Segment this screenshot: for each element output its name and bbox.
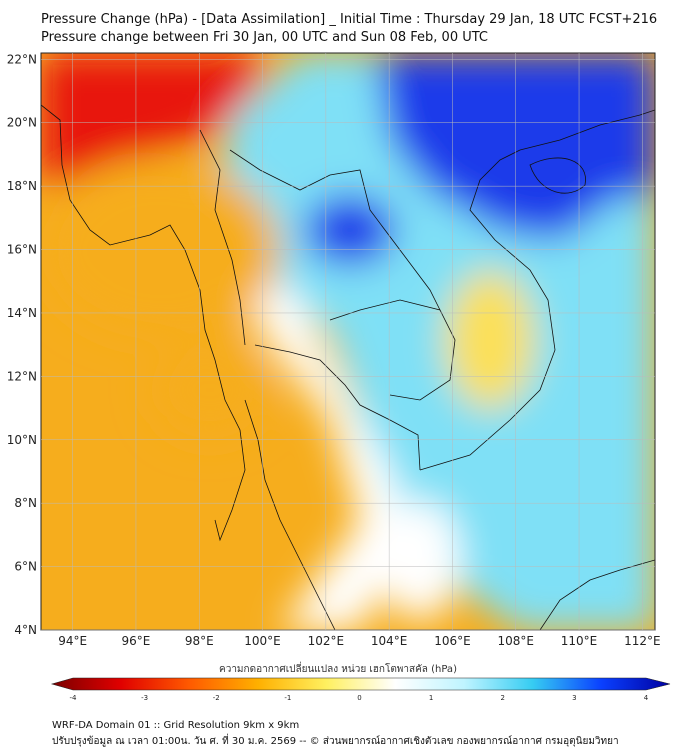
lon-tick-label: 108°E	[497, 634, 534, 648]
lon-tick-label: 98°E	[185, 634, 214, 648]
lat-tick-label: 8°N	[14, 496, 37, 510]
colorbar: -4 -3 -2 -1 0 1 2 3 4	[50, 677, 671, 702]
lat-tick-label: 22°N	[7, 52, 37, 66]
coastline-gulf-of-thailand	[254, 344, 421, 471]
lat-tick-label: 12°N	[7, 369, 37, 383]
colorbar-ticks: -4 -3 -2 -1 0 1 2 3 4	[70, 694, 649, 702]
lat-tick-label: 16°N	[7, 243, 37, 257]
colorbar-body	[50, 677, 671, 691]
colorbar-tick-label: 0	[357, 694, 361, 702]
field-neutral	[240, 250, 400, 630]
graticule	[41, 53, 655, 631]
field-moderate-fall-south	[150, 340, 270, 440]
colorbar-tick-label: 2	[501, 694, 505, 702]
coastline-hainan	[529, 157, 586, 194]
lat-tick-label: 14°N	[7, 306, 37, 320]
colorbar-tick-label: -1	[284, 694, 291, 702]
lon-tick-label: 94°E	[58, 634, 87, 648]
map-subtitle: Pressure change between Fri 30 Jan, 00 U…	[41, 30, 488, 45]
colorbar-tick-label: 1	[429, 694, 433, 702]
map-title: Pressure Change (hPa) - [Data Assimilati…	[41, 12, 658, 27]
pressure-change-map: 22°N 20°N 18°N 16°N 14°N 12°N 10°N 8°N 6°N 4°N 94…	[7, 52, 671, 702]
lon-tick-label: 102°E	[308, 634, 345, 648]
lat-tick-label: 6°N	[14, 560, 37, 574]
colorbar-tick-label: -3	[141, 694, 148, 702]
colorbar-caption: ความกดอากาศเปลี่ยนแปลง หน่วย เฮกโตพาสคัล…	[219, 664, 457, 675]
colorbar-tick-label: -4	[70, 694, 78, 702]
pressure-field	[41, 53, 655, 630]
colorbar-tick-label: 4	[644, 694, 649, 702]
field-rise-core	[305, 195, 395, 265]
coastline-south-china	[519, 109, 655, 151]
field-strong-fall	[41, 53, 270, 190]
lon-tick-label: 96°E	[122, 634, 151, 648]
lat-tick-label: 10°N	[7, 433, 37, 447]
field-weak-fall-east	[445, 270, 535, 410]
lat-tick-label: 20°N	[7, 116, 37, 130]
colorbar-tick-label: 3	[572, 694, 576, 702]
footer-model-info: WRF-DA Domain 01 :: Grid Resolution 9km …	[52, 720, 300, 731]
footer-update-info: ปรับปรุงข้อมูล ณ เวลา 01:00น. วัน ศ. ที่…	[52, 736, 619, 747]
lat-tick-label: 4°N	[14, 623, 37, 637]
coastline-vietnam	[419, 149, 556, 471]
latitude-labels: 22°N 20°N 18°N 16°N 14°N 12°N 10°N 8°N 6°N 4°N	[7, 52, 37, 637]
lon-tick-label: 100°E	[244, 634, 281, 648]
field-moderate-fall	[41, 160, 280, 340]
field-strong-rise	[375, 53, 655, 240]
border-laos-thailand	[229, 149, 441, 311]
coastline-myanmar-bay	[41, 104, 246, 542]
lon-tick-label: 106°E	[434, 634, 471, 648]
colorbar-tick-label: -2	[213, 694, 220, 702]
longitude-labels: 94°E 96°E 98°E 100°E 102°E 104°E 106°E 108°E 110…	[58, 634, 660, 648]
border-cambodia	[329, 299, 456, 401]
lon-tick-label: 112°E	[624, 634, 661, 648]
border-myanmar-thailand	[199, 129, 246, 346]
lon-tick-label: 110°E	[561, 634, 598, 648]
lat-tick-label: 18°N	[7, 179, 37, 193]
field-neutral-south	[380, 500, 460, 620]
lon-tick-label: 104°E	[371, 634, 408, 648]
coastlines	[41, 104, 655, 630]
